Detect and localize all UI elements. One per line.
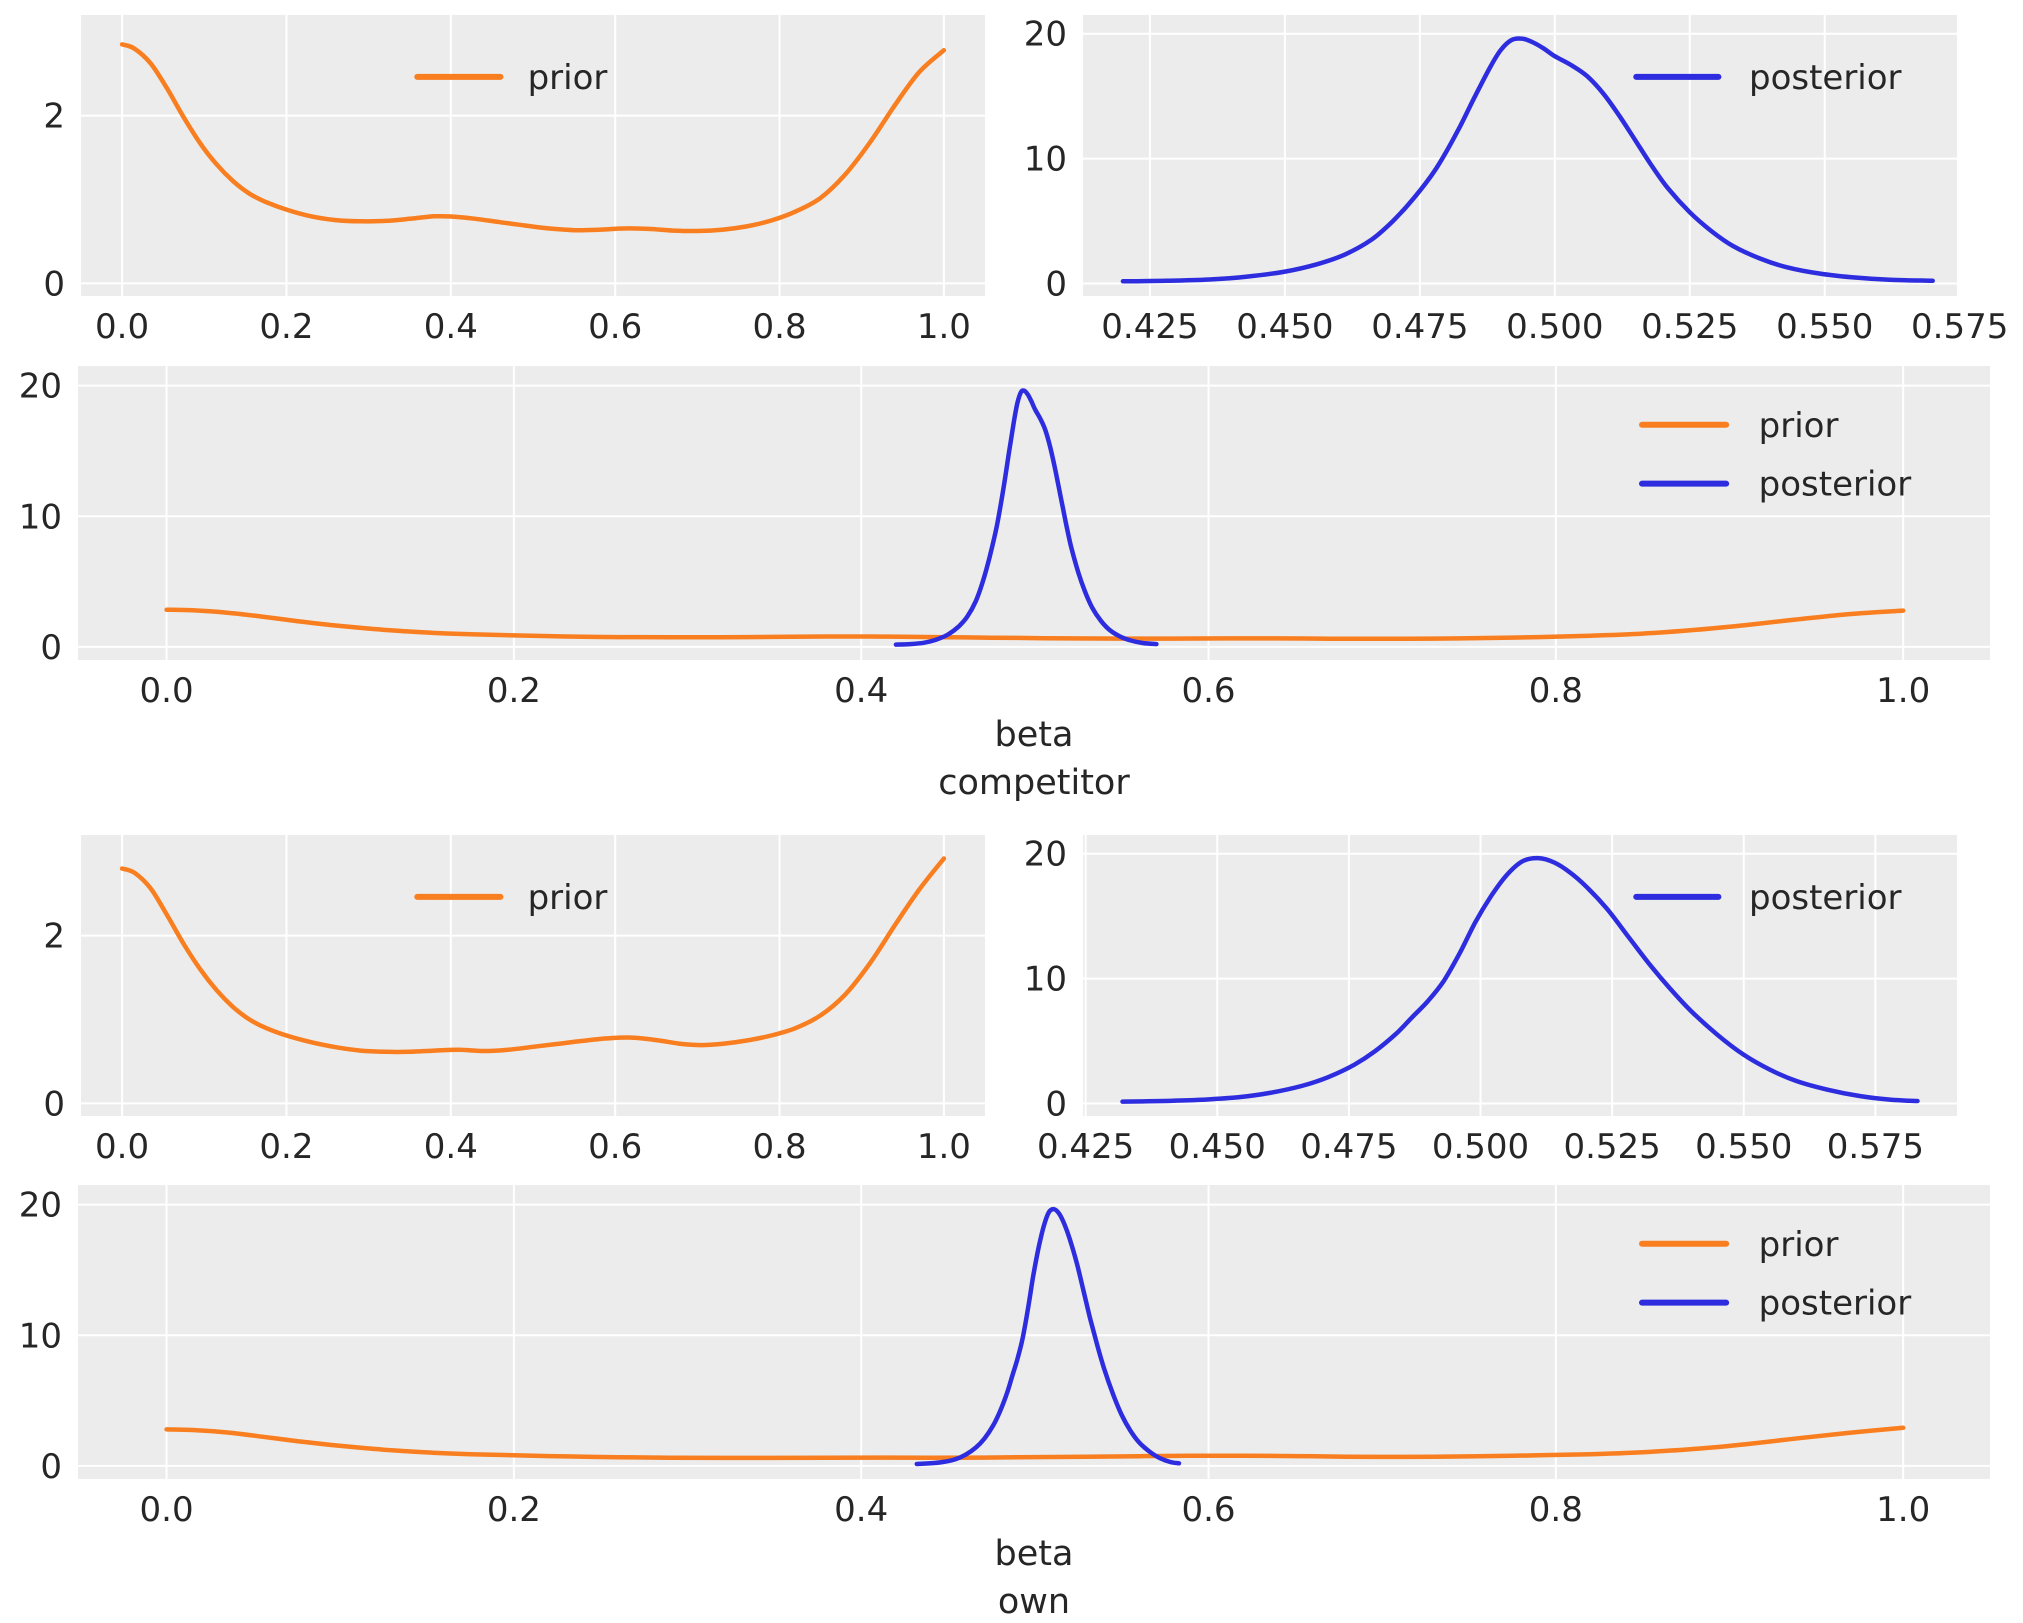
x-tick-label: 0.0	[140, 1490, 194, 1530]
y-tick-label: 0	[43, 264, 65, 304]
x-tick-label: 0.4	[424, 1127, 478, 1167]
x-tick-label: 0.8	[1529, 1490, 1583, 1530]
x-tick-label: 0.2	[259, 1127, 313, 1167]
x-tick-label: 0.500	[1432, 1127, 1529, 1167]
x-tick-label: 0.475	[1300, 1127, 1397, 1167]
x-tick-label: 0.6	[1181, 671, 1235, 711]
y-tick-label: 2	[43, 917, 65, 957]
legend-label-posterior: posterior	[1759, 1284, 1912, 1324]
x-tick-label: 0.0	[95, 1127, 149, 1167]
y-tick-label: 0	[1045, 265, 1067, 305]
x-tick-label: 0.2	[487, 671, 541, 711]
x-tick-label: 0.8	[753, 1127, 807, 1167]
curve-prior	[119, 42, 947, 234]
x-tick-label: 1.0	[917, 307, 971, 347]
curve-posterior	[914, 1206, 1182, 1467]
curve-posterior	[1120, 36, 1935, 284]
y-tick-label: 20	[1024, 15, 1067, 55]
y-tick-label: 0	[43, 1084, 65, 1124]
subplot-beta-own-prior: 0.0 0.2 0.4 0.6 0.8 1.0 0 2 prior	[43, 835, 985, 1167]
x-tick-label: 0.450	[1236, 307, 1333, 347]
axes-background	[1083, 835, 1957, 1116]
legend-label-prior: prior	[528, 58, 608, 98]
subplot-beta-competitor-posterior: 0.425 0.450 0.475 0.500 0.525 0.550 0.575 0 10 20…	[1024, 15, 2009, 347]
x-axis-label: own	[998, 1582, 1070, 1622]
x-tick-label: 0.550	[1695, 1127, 1792, 1167]
axes-background	[78, 366, 1990, 660]
legend-label-prior: prior	[528, 878, 608, 918]
x-tick-label: 0.2	[487, 1490, 541, 1530]
x-tick-label: 0.525	[1641, 307, 1738, 347]
x-tick-label: 0.550	[1776, 307, 1873, 347]
y-tick-label: 20	[19, 367, 62, 407]
x-tick-label: 0.0	[95, 307, 149, 347]
y-tick-label: 10	[19, 1316, 62, 1356]
x-axis-label: beta	[995, 715, 1074, 755]
legend-label-prior: prior	[1759, 1225, 1839, 1265]
x-tick-label: 0.6	[588, 1127, 642, 1167]
axes-background	[1083, 15, 1957, 296]
y-tick-label: 20	[1024, 835, 1067, 875]
curve-posterior	[1120, 855, 1920, 1104]
x-tick-label: 1.0	[1876, 671, 1930, 711]
x-tick-label: 0.4	[424, 307, 478, 347]
subplot-beta-competitor-combined: 0.0 0.2 0.4 0.6 0.8 1.0 0 10 20 beta competitor pri…	[19, 366, 1990, 803]
y-tick-label: 20	[19, 1186, 62, 1226]
x-tick-label: 0.450	[1169, 1127, 1266, 1167]
curve-prior	[119, 856, 947, 1055]
x-tick-label: 0.8	[753, 307, 807, 347]
x-tick-label: 0.575	[1911, 307, 2008, 347]
x-tick-label: 0.2	[259, 307, 313, 347]
x-tick-label: 1.0	[917, 1127, 971, 1167]
legend-label-prior: prior	[1759, 406, 1839, 446]
y-tick-label: 2	[43, 97, 65, 137]
x-axis-label: beta	[995, 1534, 1074, 1574]
x-axis-label: competitor	[938, 763, 1130, 803]
x-tick-label: 0.4	[834, 1490, 888, 1530]
y-tick-label: 0	[1045, 1085, 1067, 1125]
x-tick-label: 0.525	[1563, 1127, 1660, 1167]
x-tick-label: 0.575	[1827, 1127, 1924, 1167]
y-tick-label: 10	[19, 497, 62, 537]
legend-label-posterior: posterior	[1749, 878, 1902, 918]
x-tick-label: 0.475	[1371, 307, 1468, 347]
x-tick-label: 0.4	[834, 671, 888, 711]
legend-label-posterior: posterior	[1749, 58, 1902, 98]
axes-background	[81, 835, 985, 1116]
legend-label-posterior: posterior	[1759, 465, 1912, 505]
subplot-beta-competitor-prior: 0.0 0.2 0.4 0.6 0.8 1.0 0 2 prior	[43, 15, 985, 347]
x-tick-label: 0.6	[588, 307, 642, 347]
x-tick-label: 0.425	[1037, 1127, 1134, 1167]
x-tick-label: 0.500	[1506, 307, 1603, 347]
axes-background	[81, 15, 985, 296]
x-tick-label: 0.8	[1529, 671, 1583, 711]
y-tick-label: 0	[40, 1447, 62, 1487]
x-tick-label: 1.0	[1876, 1490, 1930, 1530]
x-tick-label: 0.425	[1101, 307, 1198, 347]
y-tick-label: 0	[40, 628, 62, 668]
subplot-beta-own-posterior: 0.425 0.450 0.475 0.500 0.525 0.550 0.575 0 10 20…	[1024, 835, 1957, 1167]
y-tick-label: 10	[1024, 140, 1067, 180]
axes-background	[78, 1185, 1990, 1479]
curve-posterior	[893, 388, 1159, 647]
subplot-beta-own-combined: 0.0 0.2 0.4 0.6 0.8 1.0 0 10 20 beta own prior poste…	[19, 1185, 1990, 1622]
x-tick-label: 0.0	[140, 671, 194, 711]
y-tick-label: 10	[1024, 960, 1067, 1000]
x-tick-label: 0.6	[1181, 1490, 1235, 1530]
